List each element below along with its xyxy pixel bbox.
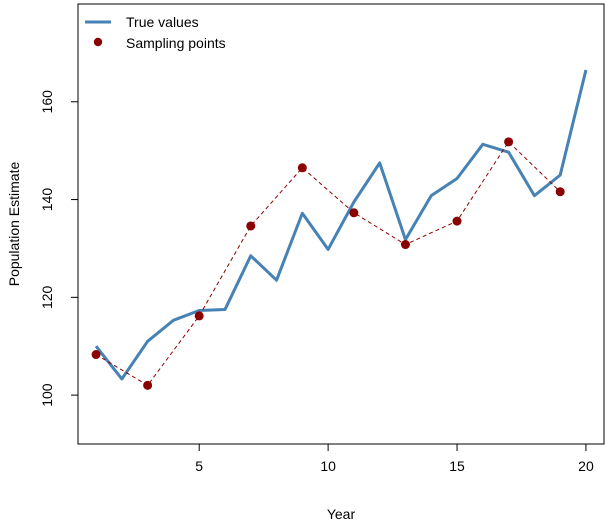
sampling-point [297, 163, 307, 173]
y-tick-label: 120 [39, 285, 55, 309]
y-tick-label: 160 [39, 90, 55, 114]
sampling-point [555, 187, 565, 197]
legend-point-sampling-points [93, 37, 103, 47]
sampling-point [246, 221, 256, 231]
y-axis: 100 120 140 160 [39, 90, 78, 407]
sampling-point [194, 311, 204, 321]
plot-frame [77, 3, 605, 445]
series-line-sampling-points [95, 141, 561, 386]
y-tick-label: 100 [39, 383, 55, 407]
sampling-point [504, 137, 514, 147]
x-axis-title: Year [327, 506, 356, 522]
x-tick-label: 5 [195, 458, 203, 474]
legend-label-sampling-points: Sampling points [126, 35, 226, 51]
legend-label-true-values: True values [126, 14, 199, 30]
sampling-point [349, 208, 359, 218]
sampling-point [143, 380, 153, 390]
sampling-point [91, 350, 101, 360]
series-line-true-values [94, 69, 588, 381]
sampling-point [452, 216, 462, 226]
legend: True values Sampling points [85, 14, 226, 51]
x-tick-label: 20 [578, 458, 594, 474]
x-tick-label: 10 [320, 458, 336, 474]
y-axis-title: Population Estimate [6, 162, 22, 287]
x-axis: 5 10 15 20 [195, 444, 594, 474]
series-layer [91, 69, 588, 390]
sampling-point [400, 240, 410, 250]
x-tick-label: 15 [449, 458, 465, 474]
y-tick-label: 140 [39, 188, 55, 212]
